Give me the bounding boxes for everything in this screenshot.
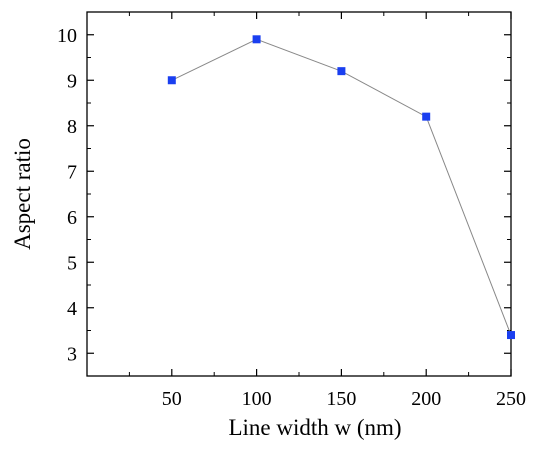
x-tick-label: 150 <box>326 388 356 410</box>
x-axis-title: Line width w (nm) <box>228 415 401 440</box>
y-tick-label: 3 <box>67 343 77 365</box>
x-tick-label: 100 <box>242 388 272 410</box>
y-tick-label: 9 <box>67 70 77 92</box>
plot-frame <box>86 11 512 377</box>
y-tick-label: 6 <box>67 207 77 229</box>
data-point <box>337 67 346 76</box>
y-tick-label: 4 <box>67 298 77 320</box>
series-line <box>171 38 512 336</box>
data-point <box>507 331 515 340</box>
data-point <box>422 112 431 121</box>
x-tick-label: 250 <box>496 388 526 410</box>
y-tick-label: 5 <box>67 252 77 274</box>
y-tick-label: 7 <box>67 161 77 183</box>
x-tick-label: 50 <box>162 388 182 410</box>
y-axis-title: Aspect ratio <box>10 138 35 250</box>
data-point <box>167 76 176 85</box>
data-point <box>252 35 261 44</box>
x-tick-label: 200 <box>411 388 441 410</box>
y-tick-label: 8 <box>67 116 77 138</box>
y-tick-label: 10 <box>57 25 77 47</box>
